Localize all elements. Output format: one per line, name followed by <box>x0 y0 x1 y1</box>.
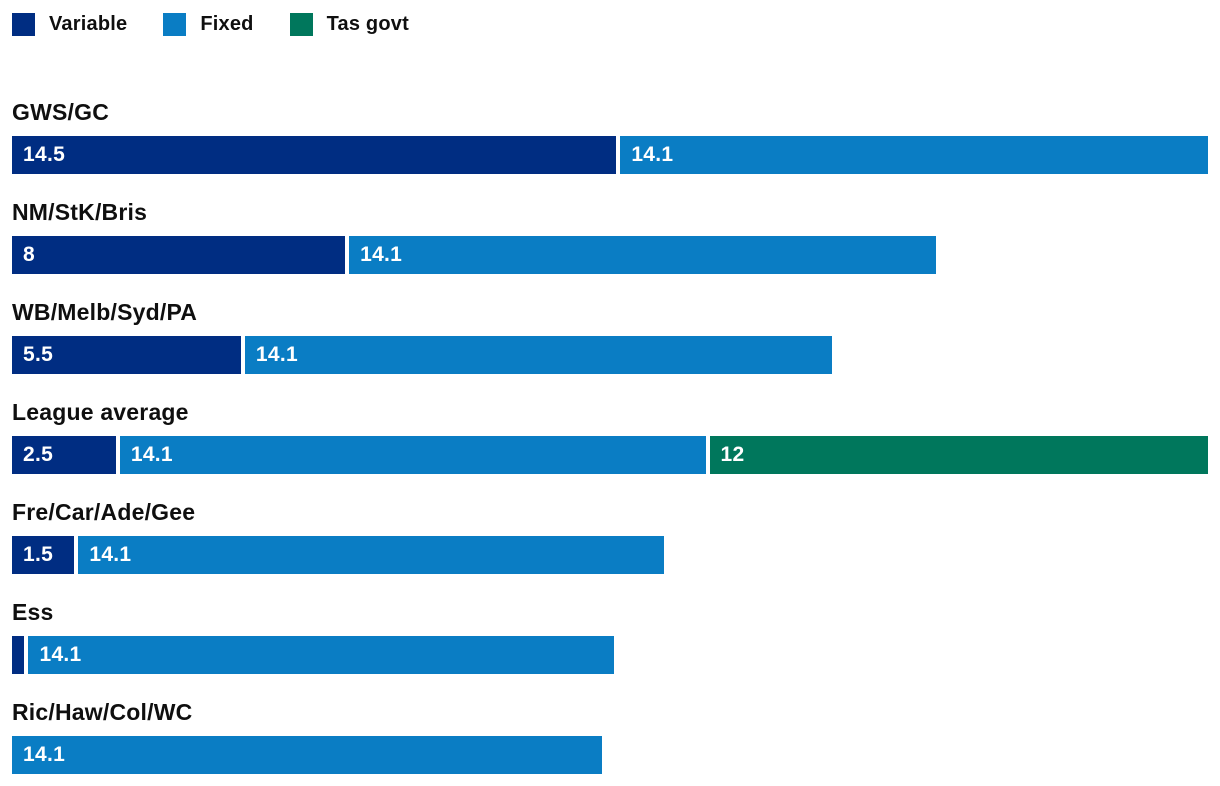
bar-segment-tas-govt: 12 <box>709 436 1208 474</box>
chart-legend: Variable Fixed Tas govt <box>12 12 1208 36</box>
legend-item-tas-govt: Tas govt <box>289 12 409 36</box>
bar-row: Ess 14.1 <box>12 598 1208 674</box>
bar-row: Fre/Car/Ade/Gee 1.5 14.1 <box>12 498 1208 574</box>
bar-track: 5.5 14.1 <box>12 336 832 374</box>
legend-label-fixed: Fixed <box>200 12 254 35</box>
bar-value-label: 14.5 <box>23 143 66 166</box>
legend-item-fixed: Fixed <box>163 12 254 36</box>
bar-segment-variable: 2.5 <box>12 436 116 474</box>
bar-row: GWS/GC 14.5 14.1 <box>12 98 1208 174</box>
bar-value-label: 1.5 <box>23 543 54 566</box>
bar-segment-variable: 8 <box>12 236 346 274</box>
bar-track: 2.5 14.1 12 <box>12 436 1208 474</box>
bar-segment-fixed: 14.1 <box>620 136 1208 174</box>
bar-row: NM/StK/Bris 8 14.1 <box>12 198 1208 274</box>
bar-segment-fixed: 14.1 <box>28 636 615 674</box>
category-label: NM/StK/Bris <box>12 199 148 225</box>
legend-label-tas-govt: Tas govt <box>326 12 409 35</box>
bar-segment-variable: 1.5 <box>12 536 75 574</box>
bar-value-label: 14.1 <box>130 443 173 466</box>
bar-segment-fixed: 14.1 <box>119 436 706 474</box>
bar-track: 1.5 14.1 <box>12 536 665 574</box>
bar-segment-variable: 14.5 <box>12 136 617 174</box>
bar-row: League average 2.5 14.1 12 <box>12 398 1208 474</box>
bar-value-label: 14.1 <box>39 643 82 666</box>
bar-value-label: 14.1 <box>360 243 403 266</box>
bar-segment-fixed: 14.1 <box>78 536 665 574</box>
bar-value-label: 8 <box>23 243 35 266</box>
bar-track: 14.5 14.1 <box>12 136 1208 174</box>
legend-item-variable: Variable <box>12 12 128 36</box>
bar-track: 8 14.1 <box>12 236 937 274</box>
bar-value-label: 2.5 <box>23 443 54 466</box>
category-label: GWS/GC <box>12 99 110 125</box>
bar-value-label: 5.5 <box>23 343 54 366</box>
bar-chart-rows: GWS/GC 14.5 14.1 NM/StK/Bris 8 14.1 WB/Melb/Sy… <box>12 98 1208 774</box>
category-label: Fre/Car/Ade/Gee <box>12 499 196 525</box>
bar-value-label: 14.1 <box>23 743 66 766</box>
bar-value-label: 14.1 <box>631 143 674 166</box>
legend-swatch-tas-govt-icon <box>289 12 313 36</box>
bar-value-label: 12 <box>720 443 745 466</box>
bar-track: 14.1 <box>12 736 602 774</box>
category-label: Ess <box>12 599 54 625</box>
category-label: WB/Melb/Syd/PA <box>12 299 198 325</box>
bar-segment-variable <box>12 636 25 674</box>
bar-segment-variable: 5.5 <box>12 336 241 374</box>
bar-segment-fixed: 14.1 <box>244 336 832 374</box>
bar-segment-fixed: 14.1 <box>349 236 937 274</box>
category-label: League average <box>12 399 189 425</box>
bar-segment-fixed: 14.1 <box>12 736 602 774</box>
bar-row: WB/Melb/Syd/PA 5.5 14.1 <box>12 298 1208 374</box>
bar-track: 14.1 <box>12 636 615 674</box>
legend-swatch-fixed-icon <box>163 12 187 36</box>
bar-value-label: 14.1 <box>89 543 132 566</box>
legend-label-variable: Variable <box>49 12 128 35</box>
legend-swatch-variable-icon <box>12 12 35 36</box>
category-label: Ric/Haw/Col/WC <box>12 699 193 725</box>
bar-row: Ric/Haw/Col/WC 14.1 <box>12 698 1208 774</box>
bar-value-label: 14.1 <box>255 343 298 366</box>
